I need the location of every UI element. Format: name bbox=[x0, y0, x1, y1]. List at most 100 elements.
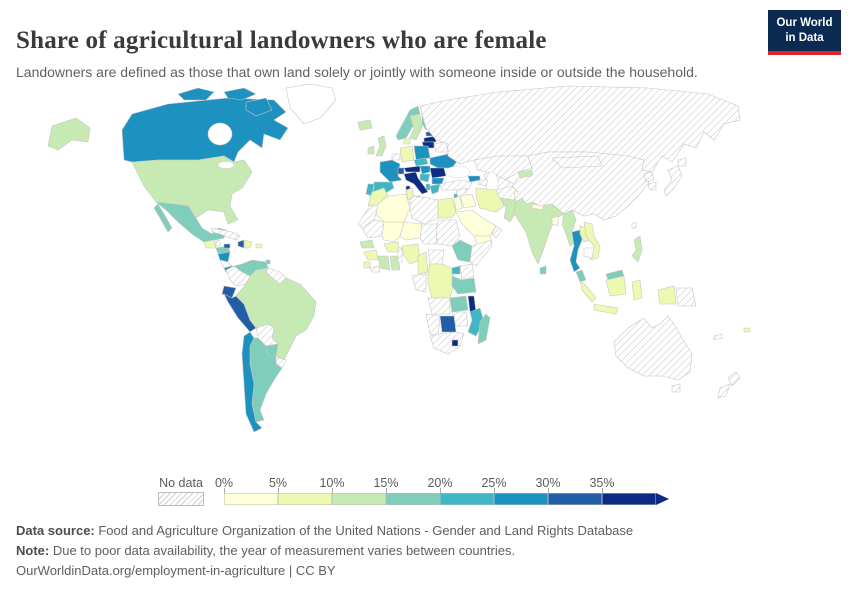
legend-bin-15-20%[interactable] bbox=[386, 493, 440, 505]
country-sudan[interactable] bbox=[435, 219, 461, 247]
country-nicaragua[interactable] bbox=[217, 251, 231, 263]
country-cuba[interactable] bbox=[211, 227, 241, 241]
country-north-korea[interactable] bbox=[643, 171, 655, 183]
country-canada-arctic-2[interactable] bbox=[223, 87, 257, 101]
country-ireland[interactable] bbox=[367, 145, 375, 155]
country-czechia[interactable] bbox=[413, 157, 429, 167]
country-switzerland[interactable] bbox=[397, 167, 405, 175]
country-tanzania[interactable] bbox=[451, 275, 477, 295]
country-uk[interactable] bbox=[375, 135, 387, 157]
country-japan[interactable] bbox=[663, 165, 683, 197]
legend-bin-10-15%[interactable] bbox=[332, 493, 386, 505]
owid-logo[interactable]: Our World in Data bbox=[768, 10, 841, 55]
country-latvia[interactable] bbox=[423, 135, 437, 143]
country-namibia[interactable] bbox=[425, 313, 441, 337]
country-cote-divoire[interactable] bbox=[377, 255, 391, 271]
country-poland[interactable] bbox=[413, 145, 431, 161]
country-burkina-faso[interactable] bbox=[383, 241, 401, 253]
country-hungary[interactable] bbox=[419, 165, 431, 175]
country-botswana[interactable] bbox=[439, 315, 457, 333]
country-jamaica[interactable] bbox=[223, 243, 231, 249]
country-sierra-leone[interactable] bbox=[363, 261, 371, 269]
country-brazil[interactable] bbox=[235, 267, 317, 361]
country-egypt[interactable] bbox=[437, 197, 457, 219]
country-nigeria[interactable] bbox=[401, 243, 421, 265]
country-turkey[interactable] bbox=[439, 179, 473, 191]
country-belize[interactable] bbox=[215, 239, 221, 247]
legend-bin->35%[interactable] bbox=[602, 493, 656, 505]
country-iraq[interactable] bbox=[459, 193, 477, 209]
legend-bin-20-25%[interactable] bbox=[440, 493, 494, 505]
country-philippines[interactable] bbox=[631, 235, 643, 263]
country-new-caledonia[interactable] bbox=[713, 333, 723, 341]
country-france[interactable] bbox=[379, 159, 403, 183]
country-kalimantan[interactable] bbox=[605, 275, 627, 297]
country-yemen[interactable] bbox=[473, 235, 493, 247]
country-taiwan[interactable] bbox=[631, 221, 637, 229]
country-malawi[interactable] bbox=[467, 295, 477, 313]
country-hokkaido[interactable] bbox=[677, 157, 687, 167]
country-java[interactable] bbox=[593, 303, 619, 315]
country-guinea[interactable] bbox=[363, 249, 379, 261]
country-oman[interactable] bbox=[491, 225, 503, 239]
country-austria[interactable] bbox=[403, 165, 421, 173]
country-liberia[interactable] bbox=[369, 265, 381, 273]
country-madagascar[interactable] bbox=[477, 313, 491, 345]
no-data-swatch[interactable] bbox=[158, 492, 204, 506]
country-mexico[interactable] bbox=[155, 201, 227, 243]
country-congo-gabon[interactable] bbox=[411, 273, 427, 293]
country-cambodia[interactable] bbox=[583, 247, 595, 259]
country-greenland[interactable] bbox=[285, 84, 337, 125]
country-saudi-arabia[interactable] bbox=[455, 209, 497, 237]
country-haiti[interactable] bbox=[237, 239, 245, 249]
country-senegal[interactable] bbox=[359, 239, 375, 249]
country-chile[interactable] bbox=[241, 331, 263, 433]
country-sri-lanka[interactable] bbox=[539, 265, 547, 275]
country-togo-benin[interactable] bbox=[397, 247, 403, 263]
country-angola[interactable] bbox=[427, 297, 451, 315]
country-denmark[interactable] bbox=[403, 137, 411, 145]
country-mali[interactable] bbox=[381, 221, 405, 243]
country-serbia[interactable] bbox=[419, 173, 431, 183]
country-dominican-republic[interactable] bbox=[243, 239, 253, 249]
country-cameroon[interactable] bbox=[417, 251, 429, 275]
country-azerbaijan[interactable] bbox=[477, 179, 489, 187]
country-algeria[interactable] bbox=[375, 193, 411, 227]
country-fiji[interactable] bbox=[743, 327, 751, 333]
owid-link[interactable]: OurWorldinData.org/employment-in-agricul… bbox=[16, 563, 286, 578]
country-chad[interactable] bbox=[419, 223, 439, 245]
country-somalia[interactable] bbox=[469, 239, 493, 267]
country-albania[interactable] bbox=[425, 183, 431, 191]
country-greece[interactable] bbox=[429, 183, 441, 195]
country-west-papua[interactable] bbox=[657, 285, 677, 305]
country-lesotho[interactable] bbox=[451, 339, 459, 347]
country-mongolia[interactable] bbox=[551, 155, 603, 169]
country-sulawesi[interactable] bbox=[631, 279, 643, 301]
country-georgia[interactable] bbox=[467, 175, 481, 183]
country-south-korea[interactable] bbox=[647, 181, 657, 191]
country-alaska[interactable] bbox=[47, 117, 91, 151]
country-germany[interactable] bbox=[399, 145, 415, 163]
country-baffin-island[interactable] bbox=[245, 97, 273, 117]
country-iceland[interactable] bbox=[357, 119, 373, 131]
country-drc[interactable] bbox=[427, 263, 455, 299]
country-zambia[interactable] bbox=[449, 295, 469, 313]
country-niger[interactable] bbox=[399, 221, 423, 241]
legend-bin-0-5%[interactable] bbox=[224, 493, 278, 505]
country-jordan[interactable] bbox=[453, 195, 463, 211]
country-italy[interactable] bbox=[403, 171, 429, 195]
country-bangladesh[interactable] bbox=[551, 215, 559, 227]
country-libya[interactable] bbox=[409, 195, 439, 225]
country-uganda[interactable] bbox=[451, 265, 461, 275]
country-ghana[interactable] bbox=[389, 255, 401, 271]
legend-bin-30-35%[interactable] bbox=[548, 493, 602, 505]
country-australia[interactable] bbox=[613, 315, 693, 381]
country-tasmania[interactable] bbox=[671, 383, 681, 393]
country-vietnam[interactable] bbox=[583, 221, 601, 261]
country-sumatra[interactable] bbox=[579, 279, 597, 303]
country-new-zealand-south[interactable] bbox=[717, 383, 731, 399]
country-south-africa[interactable] bbox=[429, 331, 465, 355]
legend-bin-5-10%[interactable] bbox=[278, 493, 332, 505]
country-russia[interactable] bbox=[419, 85, 741, 173]
country-canada-arctic-1[interactable] bbox=[177, 87, 215, 101]
